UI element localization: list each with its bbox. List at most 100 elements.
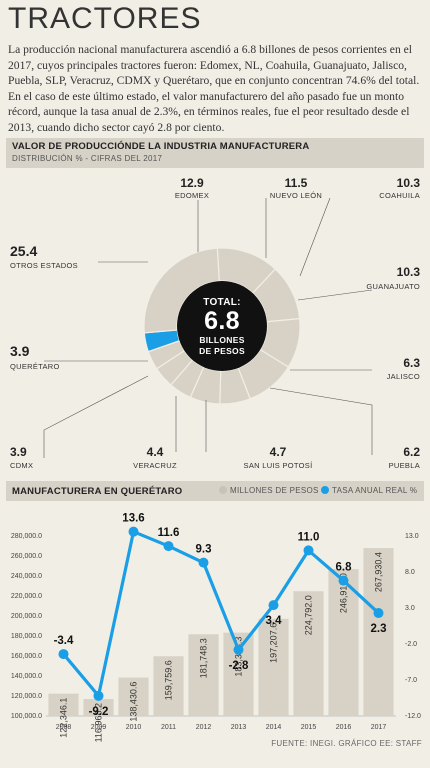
rate-label-2015: 11.0 [298,531,320,543]
x-tick-2012: 2012 [196,724,212,731]
bar-label-2011: 159,759.6 [164,660,174,700]
right-tick-0: 13.0 [405,533,419,540]
rate-label-2009: -9.2 [89,706,109,718]
bar-2010 [118,677,149,716]
x-tick-2014: 2014 [266,724,282,731]
x-tick-2008: 2008 [56,724,72,731]
pie-slice-10 [143,247,220,334]
pie-subtitle: DISTRIBUCIÓN % - CIFRAS DEL 2017 [12,154,163,163]
rate-point-2013 [233,644,244,655]
rate-point-2008 [58,649,69,660]
pie-value-label-1: 11.5 [285,176,308,190]
rate-point-2010 [128,526,139,537]
x-tick-2016: 2016 [336,724,352,731]
rate-point-2017 [373,608,384,619]
pie-value-label-2: 10.3 [397,176,421,190]
right-tick-5: -12.0 [405,713,421,720]
pie-leader-2 [299,197,331,277]
bar-label-2016: 246,910.0 [339,573,349,613]
pie-center-disc [177,281,267,371]
pie-value-label-4: 6.3 [403,356,420,370]
pie-value-label-9: 3.9 [10,343,30,359]
bar-label-2014: 197,207.6 [269,623,279,663]
left-tick-2: 240,000.0 [11,573,42,580]
left-tick-7: 140,000.0 [11,673,42,680]
legend-bar: MILLONES DE PESOS [219,486,319,495]
pie-value-label-10: 25.4 [10,243,37,259]
pie-name-label-1: NUEVO LEÓN [270,191,322,200]
rate-label-2012: 9.3 [196,544,212,556]
rate-label-2017: 2.3 [371,623,387,635]
bar-2009 [83,699,114,716]
pie-name-label-0: EDOMEX [175,191,209,200]
bar-title: MANUFACTURERA EN QUERÉTARO [12,486,183,497]
pie-name-label-9: QUERÉTARO [10,362,60,371]
rate-label-2016: 6.8 [336,562,353,574]
legend-line-swatch [321,486,329,494]
left-tick-0: 280,000.0 [11,533,42,540]
source-note: FUENTE: INEGI. GRÁFICO EE: STAFF [271,739,422,748]
x-tick-2010: 2010 [126,724,142,731]
bar-label-2015: 224,792.0 [304,595,314,635]
x-tick-2013: 2013 [231,724,247,731]
bar-label-2017: 267,930.4 [374,552,384,592]
pie-name-label-4: JALISCO [387,372,420,381]
rate-point-2015 [303,545,314,556]
pie-value-label-6: 4.7 [270,445,287,459]
rate-label-2014: 3.4 [266,615,283,627]
legend-line-label: TASA ANUAL REAL % [332,486,418,495]
pie-name-label-2: COAHUILA [379,191,420,200]
right-tick-3: -2.0 [405,641,417,648]
bar-2015 [293,591,324,716]
right-tick-1: 8.0 [405,569,415,576]
legend-bar-label: MILLONES DE PESOS [230,486,319,495]
x-tick-2015: 2015 [301,724,317,731]
rate-label-2011: 11.6 [158,527,180,539]
pie-header-band [6,138,424,168]
left-tick-8: 120,000.0 [11,693,42,700]
pie-title: VALOR DE PRODUCCIÓNDE LA INDUSTRIA MANUF… [12,141,310,152]
pie-center-unit1: BILLONES [199,335,244,345]
x-tick-2009: 2009 [91,724,107,731]
pie-leader-8 [43,375,149,458]
bar-label-2009: 116,968.2 [94,703,104,742]
rate-point-2016 [338,575,349,586]
intro-paragraph: La producción nacional manufacturera asc… [8,43,420,134]
pie-name-label-5: PUEBLA [389,461,420,470]
rate-label-2008: -3.4 [54,635,74,647]
pie-name-label-10: OTROS ESTADOS [10,261,78,270]
right-tick-2: 3.0 [405,605,415,612]
bar-2012 [188,634,219,716]
left-tick-5: 180,000.0 [11,633,42,640]
pie-name-label-8: CDMX [10,461,33,470]
bar-header-band [6,481,424,501]
left-tick-9: 100,000.0 [11,713,42,720]
pie-center-unit2: DE PESOS [199,346,245,356]
bar-2016 [328,569,359,716]
pie-leader-3 [297,289,373,301]
pie-value-label-5: 6.2 [403,445,420,459]
pie-center-label: TOTAL: [203,297,241,308]
bar-2014 [258,618,289,716]
x-tick-2011: 2011 [161,724,176,731]
bar-label-2010: 138,430.6 [129,682,139,722]
left-tick-3: 220,000.0 [11,593,42,600]
rate-point-2012 [198,557,209,568]
pie-leader-5 [269,387,373,455]
bar-2011 [153,656,184,716]
pie-name-label-7: VERACRUZ [133,461,177,470]
legend-line: TASA ANUAL REAL % [321,486,417,495]
x-tick-2017: 2017 [371,724,387,731]
pie-value-label-8: 3.9 [10,445,27,459]
rate-label-2010: 13.6 [122,513,144,525]
pie-value-label-7: 4.4 [147,445,164,459]
left-tick-4: 200,000.0 [11,613,42,620]
bar-label-2008: 122,346.1 [59,698,69,738]
pie-name-label-3: GUANAJUATO [366,282,420,291]
page-title: TRACTORES [8,2,202,35]
left-tick-6: 160,000.0 [11,653,42,660]
bar-2008 [48,693,79,716]
rate-point-2011 [163,541,174,552]
pie-name-label-6: SAN LUIS POTOSÍ [244,461,314,470]
